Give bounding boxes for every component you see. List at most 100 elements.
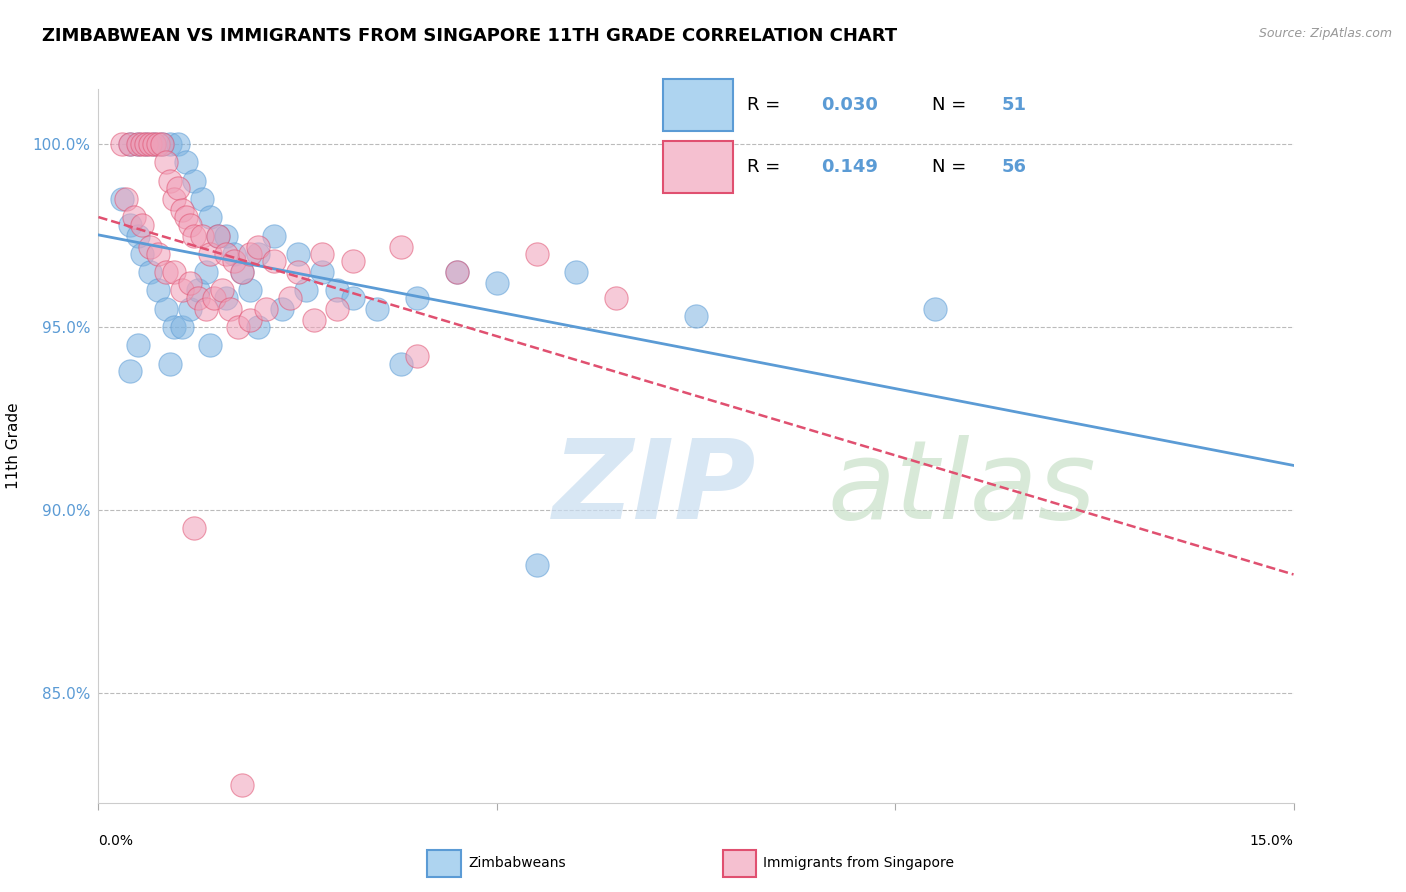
Point xyxy=(127,137,149,152)
Point xyxy=(326,301,349,316)
Point xyxy=(446,265,468,279)
Point xyxy=(135,137,157,152)
Point xyxy=(131,137,153,152)
Point xyxy=(342,291,364,305)
Point xyxy=(172,320,194,334)
Text: Source: ZipAtlas.com: Source: ZipAtlas.com xyxy=(1258,27,1392,40)
Point xyxy=(159,357,181,371)
Point xyxy=(131,218,153,232)
Point xyxy=(366,301,388,316)
Text: 56: 56 xyxy=(1001,158,1026,176)
Point xyxy=(239,312,262,326)
Text: N =: N = xyxy=(932,96,972,114)
Point xyxy=(270,301,292,316)
Point xyxy=(231,265,253,279)
Point xyxy=(254,301,277,316)
Point xyxy=(167,181,190,195)
Point xyxy=(287,265,309,279)
Point xyxy=(246,320,269,334)
Point xyxy=(115,192,138,206)
Point xyxy=(120,364,142,378)
Point xyxy=(139,265,162,279)
Y-axis label: 11th Grade: 11th Grade xyxy=(6,402,21,490)
Point xyxy=(294,284,316,298)
Point xyxy=(446,265,468,279)
Point xyxy=(195,265,218,279)
Point xyxy=(226,320,249,334)
Point xyxy=(246,239,269,253)
Point xyxy=(211,284,233,298)
Point xyxy=(222,247,245,261)
Point xyxy=(389,239,412,253)
Point xyxy=(565,265,588,279)
Text: ZIP: ZIP xyxy=(553,435,756,542)
Point xyxy=(485,276,508,290)
Text: 0.149: 0.149 xyxy=(821,158,877,176)
Point xyxy=(406,291,429,305)
Point xyxy=(239,284,262,298)
Point xyxy=(239,247,262,261)
Point xyxy=(326,284,349,298)
Point xyxy=(135,137,157,152)
Point xyxy=(685,309,707,323)
Point xyxy=(278,291,301,305)
Point xyxy=(207,228,229,243)
Point xyxy=(155,155,177,169)
Point xyxy=(172,202,194,217)
Point xyxy=(172,284,194,298)
Point xyxy=(174,155,197,169)
Point xyxy=(311,265,333,279)
Text: Immigrants from Singapore: Immigrants from Singapore xyxy=(763,856,955,871)
Point xyxy=(231,265,253,279)
Point xyxy=(246,247,269,261)
Text: ZIMBABWEAN VS IMMIGRANTS FROM SINGAPORE 11TH GRADE CORRELATION CHART: ZIMBABWEAN VS IMMIGRANTS FROM SINGAPORE … xyxy=(42,27,897,45)
Point xyxy=(150,137,173,152)
Point xyxy=(526,558,548,572)
Point xyxy=(131,247,153,261)
Point xyxy=(222,254,245,268)
Point xyxy=(526,247,548,261)
FancyBboxPatch shape xyxy=(664,141,733,193)
Point xyxy=(342,254,364,268)
Point xyxy=(155,265,177,279)
Point xyxy=(183,521,205,535)
Point xyxy=(111,192,134,206)
Point xyxy=(127,228,149,243)
Point xyxy=(179,301,201,316)
Text: atlas: atlas xyxy=(827,435,1097,542)
Point xyxy=(163,265,186,279)
Point xyxy=(150,137,173,152)
Point xyxy=(148,247,170,261)
Point xyxy=(198,211,221,225)
Text: R =: R = xyxy=(747,96,786,114)
Text: Zimbabweans: Zimbabweans xyxy=(468,856,565,871)
Point xyxy=(311,247,333,261)
Point xyxy=(120,218,142,232)
Text: 15.0%: 15.0% xyxy=(1250,834,1294,848)
Text: 0.030: 0.030 xyxy=(821,96,877,114)
Point xyxy=(139,239,162,253)
Point xyxy=(163,192,186,206)
Point xyxy=(198,247,221,261)
Point xyxy=(120,137,142,152)
Text: N =: N = xyxy=(932,158,972,176)
Point xyxy=(174,211,197,225)
Text: 51: 51 xyxy=(1001,96,1026,114)
Point xyxy=(187,291,209,305)
Point xyxy=(924,301,946,316)
Point xyxy=(163,320,186,334)
Point xyxy=(148,137,170,152)
Point xyxy=(187,284,209,298)
Point xyxy=(167,137,190,152)
Point xyxy=(263,254,285,268)
Point xyxy=(198,338,221,352)
Point xyxy=(148,284,170,298)
Point xyxy=(179,276,201,290)
Point xyxy=(215,228,238,243)
Point xyxy=(202,291,225,305)
Point xyxy=(124,211,146,225)
Point xyxy=(287,247,309,261)
Point xyxy=(195,301,218,316)
Point xyxy=(143,137,166,152)
Point xyxy=(111,137,134,152)
